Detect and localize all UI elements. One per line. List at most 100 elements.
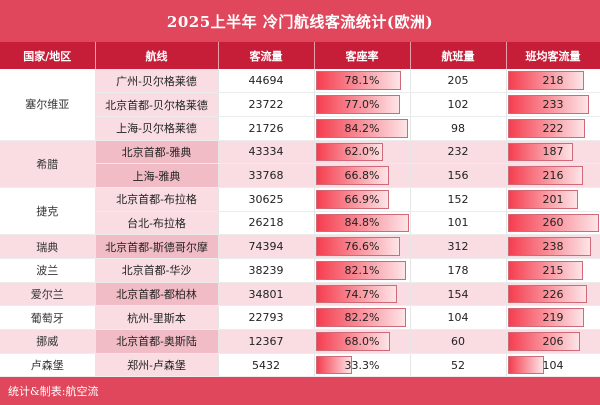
pax-cell: 12367 <box>218 329 315 354</box>
avg-cell: 260 <box>506 211 600 236</box>
col-header: 客座率 <box>314 42 411 69</box>
load-cell: 33.3% <box>314 353 411 378</box>
pax-cell: 34801 <box>218 282 315 307</box>
avg-value: 104 <box>542 358 564 372</box>
table-title: 2025上半年 冷门航线客流统计(欧洲) <box>0 0 600 42</box>
load-bar <box>315 284 398 304</box>
footer-credit: 统计&制表:航空流 <box>0 377 600 405</box>
route-cell: 北京首都-华沙 <box>95 258 219 283</box>
load-cell: 68.0% <box>314 329 411 354</box>
flights-cell: 312 <box>410 234 507 259</box>
load-bar <box>315 261 406 280</box>
avg-value: 216 <box>542 169 564 183</box>
avg-bar <box>507 166 584 185</box>
pax-cell: 74394 <box>218 234 315 259</box>
table-row: 爱尔兰 北京首都-都柏林 34801 74.7% 154 226 <box>0 282 600 307</box>
pax-cell: 33768 <box>218 163 315 188</box>
load-value: 78.1% <box>344 74 380 88</box>
col-header: 航线 <box>95 42 219 69</box>
load-bar <box>315 308 406 328</box>
avg-value: 206 <box>542 334 564 348</box>
route-cell: 北京首都-奥斯陆 <box>95 329 219 354</box>
load-value: 66.8% <box>344 169 380 183</box>
table-row: 希腊 北京首都-雅典 43334 62.0% 232 187 <box>0 140 600 188</box>
avg-cell: 218 <box>506 69 600 94</box>
flights-cell: 232 <box>410 140 507 165</box>
col-header: 航班量 <box>410 42 507 69</box>
avg-bar <box>507 213 599 233</box>
avg-bar <box>507 71 584 91</box>
col-header: 国家/地区 <box>0 42 96 69</box>
avg-value: 219 <box>542 311 564 325</box>
country-cell: 波兰 <box>0 258 96 283</box>
load-bar <box>315 166 389 185</box>
load-value: 68.0% <box>344 334 380 348</box>
load-cell: 84.2% <box>314 116 411 141</box>
avg-cell: 206 <box>506 329 600 354</box>
pax-cell: 44694 <box>218 69 315 94</box>
load-value: 84.2% <box>344 121 380 135</box>
avg-cell: 226 <box>506 282 600 307</box>
flights-cell: 52 <box>410 353 507 378</box>
load-value: 33.3% <box>344 358 380 372</box>
flights-cell: 178 <box>410 258 507 283</box>
avg-bar <box>507 237 591 256</box>
load-cell: 82.2% <box>314 305 411 331</box>
route-cell: 北京首都-斯德哥尔摩 <box>95 234 219 259</box>
avg-value: 187 <box>542 145 564 159</box>
country-cell: 塞尔维亚 <box>0 69 96 141</box>
table-row: 卢森堡 郑州-卢森堡 5432 33.3% 52 104 <box>0 353 600 378</box>
flights-cell: 98 <box>410 116 507 141</box>
avg-value: 218 <box>542 74 564 88</box>
load-cell: 78.1% <box>314 69 411 94</box>
table-row: 波兰 北京首都-华沙 38239 82.1% 178 215 <box>0 258 600 283</box>
pax-cell: 23722 <box>218 92 315 117</box>
flights-cell: 102 <box>410 92 507 117</box>
avg-bar <box>507 261 583 280</box>
data-table: 国家/地区 航线 客流量 客座率 航班量 班均客流量 塞尔维亚 广州-贝尔格莱德 … <box>0 42 600 378</box>
flights-cell: 101 <box>410 211 507 236</box>
avg-bar <box>507 355 544 375</box>
load-value: 76.6% <box>344 240 380 254</box>
route-cell: 郑州-卢森堡 <box>95 353 219 378</box>
table-row: 挪威 北京首都-奥斯陆 12367 68.0% 60 206 <box>0 329 600 354</box>
load-value: 82.2% <box>344 311 380 325</box>
table-row: 塞尔维亚 广州-贝尔格莱德 44694 78.1% 205 218 <box>0 69 600 141</box>
avg-cell: 222 <box>506 116 600 141</box>
avg-value: 238 <box>542 240 564 254</box>
route-cell: 北京首都-都柏林 <box>95 282 219 307</box>
route-cell: 北京首都-布拉格 <box>95 187 219 212</box>
route-cell: 广州-贝尔格莱德 <box>95 69 219 94</box>
table-row: 上海-贝尔格莱德 21726 84.2% 98 222 <box>0 116 600 141</box>
country-cell: 希腊 <box>0 140 96 188</box>
load-bar <box>315 71 402 91</box>
load-cell: 66.9% <box>314 187 411 212</box>
load-cell: 76.6% <box>314 234 411 259</box>
load-bar <box>315 355 353 375</box>
load-value: 82.1% <box>344 263 380 277</box>
col-header: 客流量 <box>218 42 315 69</box>
flights-cell: 205 <box>410 69 507 94</box>
avg-cell: 201 <box>506 187 600 212</box>
avg-cell: 219 <box>506 305 600 331</box>
table-row: 葡萄牙 杭州-里斯本 22793 82.2% 104 219 <box>0 305 600 331</box>
avg-bar <box>507 95 590 114</box>
flights-cell: 152 <box>410 187 507 212</box>
avg-cell: 104 <box>506 353 600 378</box>
avg-bar <box>507 118 586 138</box>
country-cell: 葡萄牙 <box>0 305 96 331</box>
avg-value: 215 <box>542 263 564 277</box>
avg-value: 260 <box>542 216 564 230</box>
avg-cell: 215 <box>506 258 600 283</box>
load-bar <box>315 213 409 233</box>
load-value: 77.0% <box>344 98 380 112</box>
load-bar <box>315 189 389 209</box>
country-cell: 爱尔兰 <box>0 282 96 307</box>
pax-cell: 26218 <box>218 211 315 236</box>
flights-cell: 104 <box>410 305 507 331</box>
table-row: 北京首都-贝尔格莱德 23722 77.0% 102 233 <box>0 92 600 117</box>
load-cell: 84.8% <box>314 211 411 236</box>
avg-value: 226 <box>542 287 564 301</box>
pax-cell: 43334 <box>218 140 315 165</box>
load-value: 74.7% <box>344 287 380 301</box>
